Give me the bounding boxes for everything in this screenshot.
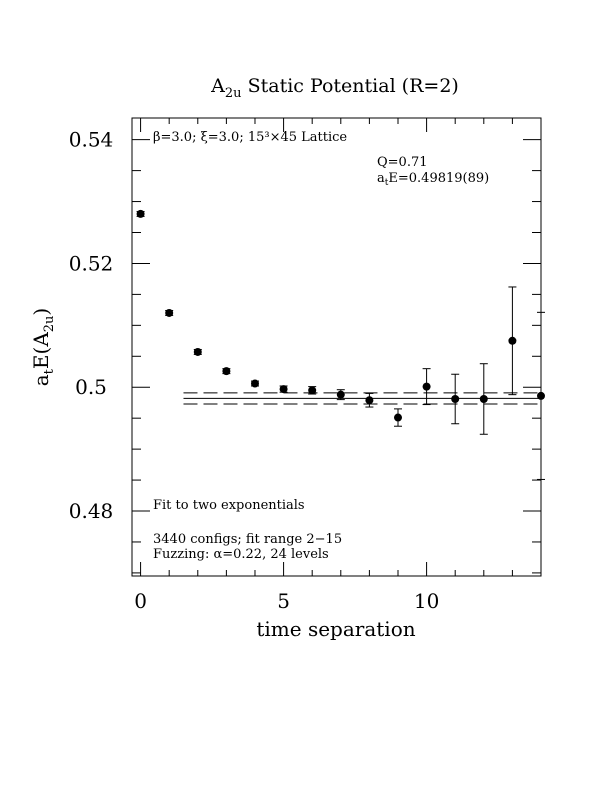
data-point bbox=[165, 308, 174, 317]
y-tick-label: 0.54 bbox=[69, 128, 114, 152]
data-point bbox=[336, 390, 345, 399]
data-point bbox=[537, 391, 545, 400]
data-point bbox=[308, 386, 317, 395]
data-points bbox=[136, 209, 545, 480]
x-axis-label: time separation bbox=[256, 617, 415, 641]
fit-description: Fit to two exponentials bbox=[153, 498, 305, 513]
data-point bbox=[508, 336, 517, 345]
y-axis-label: atE(A2u) bbox=[29, 308, 57, 387]
x-tick-label: 0 bbox=[134, 589, 147, 613]
y-tick-label: 0.48 bbox=[69, 499, 114, 523]
data-point bbox=[365, 396, 374, 405]
data-point bbox=[279, 385, 288, 394]
lattice-annotation: β=3.0; ξ=3.0; 15³×45 Lattice bbox=[153, 130, 347, 145]
data-point bbox=[451, 394, 460, 403]
data-point bbox=[250, 379, 259, 388]
q-annotation: Q=0.71 bbox=[377, 155, 428, 170]
y-tick-label: 0.52 bbox=[69, 251, 114, 275]
data-point bbox=[193, 347, 202, 356]
axis-tick-labels: 0.48 0.5 0.52 0.54 0 5 10 bbox=[69, 128, 440, 613]
data-point bbox=[136, 209, 145, 218]
x-tick-label: 5 bbox=[277, 589, 290, 613]
axis-ticks bbox=[132, 118, 542, 576]
chart-title: A2u Static Potential (R=2) bbox=[210, 75, 459, 101]
energy-annotation: atE=0.49819(89) bbox=[377, 171, 489, 188]
fuzzing-annotation: Fuzzing: α=0.22, 24 levels bbox=[153, 547, 329, 562]
configs-annotation: 3440 configs; fit range 2−15 bbox=[153, 532, 342, 547]
data-point bbox=[422, 382, 431, 391]
data-point bbox=[222, 367, 231, 376]
data-point bbox=[479, 394, 488, 403]
y-tick-label: 0.5 bbox=[75, 375, 107, 399]
data-point bbox=[393, 413, 402, 422]
x-tick-label: 10 bbox=[414, 589, 439, 613]
